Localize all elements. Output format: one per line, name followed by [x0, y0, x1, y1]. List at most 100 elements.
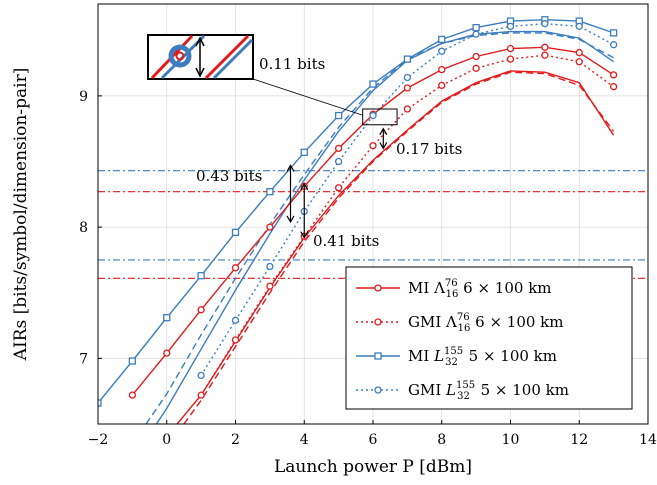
- data-point: [575, 48, 583, 57]
- difference-arrow: [300, 182, 309, 239]
- legend-marker: [374, 386, 382, 394]
- legend-label: MI Λ76 16 6 × 100 km: [408, 278, 552, 300]
- legend-marker: [374, 352, 382, 360]
- data-point: [231, 336, 240, 344]
- series-4: [176, 70, 615, 424]
- y-tick-label: 9: [79, 89, 88, 105]
- legend-entry-2: MI L155 32 5 × 100 km: [356, 346, 557, 368]
- data-point: [369, 111, 377, 120]
- data-point: [231, 228, 240, 237]
- data-point: [506, 22, 515, 30]
- data-point: [472, 64, 480, 72]
- data-point: [506, 55, 515, 63]
- legend-entry-1: GMI Λ76 16 6 × 100 km: [356, 312, 564, 334]
- y-tick-label: 8: [79, 220, 88, 236]
- legend-marker: [374, 318, 382, 326]
- x-tick-label: 6: [369, 432, 378, 448]
- data-point: [231, 316, 240, 324]
- data-point: [403, 105, 412, 113]
- data-point: [403, 55, 412, 63]
- x-tick-label: −2: [88, 432, 109, 448]
- data-point: [541, 51, 549, 59]
- series-1: [197, 51, 618, 399]
- legend-entry-0: MI Λ76 16 6 × 100 km: [356, 278, 552, 300]
- x-tick-label: 14: [639, 432, 657, 448]
- difference-arrow: [286, 164, 295, 224]
- annotation-0-17-bits: 0.17 bits: [396, 140, 462, 158]
- data-point: [472, 52, 480, 61]
- data-point: [609, 83, 618, 91]
- series-line: [176, 70, 615, 424]
- series-6: [155, 30, 614, 424]
- data-point: [438, 47, 446, 55]
- data-point: [438, 81, 446, 90]
- legend-marker: [374, 284, 382, 292]
- data-point: [541, 43, 549, 51]
- data-point: [163, 314, 171, 322]
- data-point: [197, 371, 205, 380]
- data-point: [334, 184, 343, 192]
- legend-entry-3: GMI L155 32 5 × 100 km: [356, 380, 569, 402]
- y-tick-label: 7: [79, 351, 88, 367]
- data-point: [369, 80, 377, 88]
- legend-label: GMI L155 32 5 × 100 km: [408, 380, 569, 402]
- series-3: [197, 20, 618, 380]
- annotations: 0.11 bits 0.17 bits 0.43 bits 0.41 bits: [147, 34, 462, 250]
- data-point: [266, 188, 274, 196]
- data-point: [266, 223, 274, 231]
- zoom-connector: [252, 78, 363, 116]
- data-point: [609, 71, 618, 79]
- data-point: [575, 58, 583, 66]
- x-tick-label: 2: [231, 432, 240, 448]
- x-tick-label: 8: [437, 432, 446, 448]
- data-point: [609, 29, 618, 37]
- legend-label: MI L155 32 5 × 100 km: [408, 346, 557, 368]
- data-point: [231, 264, 240, 272]
- zoom-box: [362, 108, 398, 126]
- data-point: [438, 35, 446, 44]
- data-point: [98, 399, 102, 407]
- data-point: [197, 391, 205, 399]
- x-tick-label: 12: [570, 432, 588, 448]
- data-point: [334, 111, 343, 120]
- x-tick-label: 10: [502, 432, 520, 448]
- data-point: [575, 22, 583, 30]
- x-tick-label: 4: [300, 432, 309, 448]
- data-point: [403, 73, 412, 82]
- data-point: [403, 84, 412, 92]
- data-point: [300, 148, 308, 156]
- data-point: [472, 30, 480, 38]
- series-lines: [98, 16, 618, 424]
- annotation-0-11-bits: 0.11 bits: [259, 55, 325, 73]
- data-point: [334, 157, 343, 166]
- x-axis-label: Launch power P [dBm]: [274, 457, 472, 477]
- series-line: [98, 18, 614, 404]
- axis-ticks: −2 0 2 4 6 8 10 12 14 7 8 9: [79, 89, 657, 448]
- series-7: [183, 71, 615, 424]
- data-point: [472, 23, 480, 32]
- zoom-inset: [147, 34, 254, 80]
- data-point: [506, 44, 515, 53]
- x-tick-label: 0: [162, 432, 171, 448]
- data-point: [197, 306, 205, 314]
- series-line: [145, 32, 614, 424]
- data-point: [609, 41, 618, 49]
- legend: MI Λ76 16 6 × 100 km GMI Λ76 16 6 × 100 km M…: [345, 266, 633, 410]
- data-point: [369, 142, 377, 150]
- series-5: [145, 32, 614, 424]
- annotation-0-43-bits: 0.43 bits: [196, 167, 262, 185]
- data-point: [438, 65, 446, 74]
- data-point: [128, 391, 137, 399]
- legend-label: GMI Λ76 16 6 × 100 km: [408, 312, 564, 334]
- series-line: [155, 30, 614, 424]
- data-point: [334, 144, 343, 153]
- data-point: [541, 20, 549, 28]
- data-point: [128, 357, 137, 365]
- annotation-0-41-bits: 0.41 bits: [313, 232, 379, 250]
- data-point: [266, 262, 274, 271]
- data-point: [163, 349, 171, 357]
- data-point: [197, 272, 205, 280]
- difference-arrow: [379, 127, 388, 150]
- series-line: [183, 71, 615, 424]
